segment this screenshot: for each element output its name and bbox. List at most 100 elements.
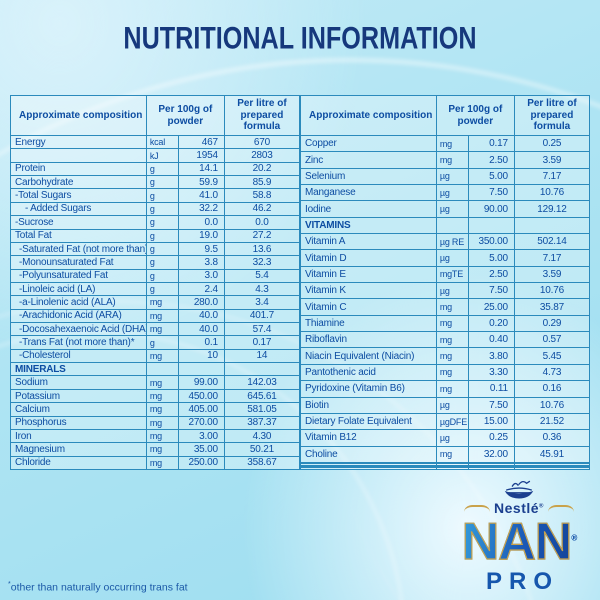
nutrient-unit: kJ xyxy=(145,148,179,163)
nutrient-name: Total Fat xyxy=(10,228,147,243)
footnote-text: other than naturally occurring trans fat xyxy=(10,581,188,593)
value-per-litre: 35.87 xyxy=(513,298,591,316)
nutrient-name: Copper xyxy=(300,134,437,153)
pro-wordmark: PRO xyxy=(485,568,559,595)
nutrient-name: Vitamin B12 xyxy=(300,429,437,447)
nutrient-name: -a-Linolenic acid (ALA) xyxy=(10,295,147,310)
col-header-composition: Approximate composition xyxy=(10,95,147,136)
nutrient-name: Vitamin C xyxy=(300,298,437,316)
value-per-litre: 85.9 xyxy=(223,175,301,190)
nutrient-unit: g xyxy=(145,175,179,190)
nutrient-name: Vitamin D xyxy=(300,249,437,267)
nutrient-unit: mg xyxy=(145,402,179,417)
table-row: kJ 1954 2803 xyxy=(10,148,301,163)
nutrient-unit: µg xyxy=(435,184,469,202)
nutrient-unit xyxy=(435,216,469,235)
table-row: -Arachidonic Acid (ARA) mg 40.0 401.7 xyxy=(10,308,301,324)
value-per-100g: 14.1 xyxy=(177,161,225,177)
table-row: -a-Linolenic acid (ALA) mg 280.0 3.4 xyxy=(10,295,301,310)
table-row: Calcium mg 405.00 581.05 xyxy=(10,402,301,417)
value-per-litre: 14 xyxy=(223,348,301,364)
table-row: -Docosahexaenoic Acid (DHA) mg 40.0 57.4 xyxy=(10,322,301,337)
nutrient-name: -Docosahexaenoic Acid (DHA) xyxy=(10,322,147,337)
value-per-100g: 2.4 xyxy=(177,281,225,297)
gold-line-right xyxy=(547,504,574,512)
nutrient-name: Chloride xyxy=(10,455,147,471)
nutrient-unit: mg xyxy=(145,428,179,444)
value-per-100g: 99.00 xyxy=(177,375,225,390)
registered-mark: ® xyxy=(571,533,577,543)
value-per-100g: 0.11 xyxy=(467,380,515,398)
value-per-litre: 0.0 xyxy=(223,215,301,230)
value-per-100g: 3.80 xyxy=(467,347,515,365)
nutrient-name: -Total Sugars xyxy=(10,188,147,203)
nutrient-unit: mg xyxy=(435,331,469,349)
table-row: Zinc mg 2.50 3.59 xyxy=(300,151,591,169)
value-per-litre: 0.36 xyxy=(513,429,591,447)
value-per-litre: 0.57 xyxy=(513,331,591,349)
nutrient-name: Selenium xyxy=(300,167,437,186)
table-row: MINERALS xyxy=(10,362,301,377)
nutrient-name: Choline xyxy=(300,445,437,463)
table-row: -Trans Fat (not more than)* g 0.1 0.17 xyxy=(10,335,301,350)
nutrient-unit: mg xyxy=(435,347,469,365)
value-per-100g: 25.00 xyxy=(467,298,515,316)
value-per-litre: 581.05 xyxy=(223,402,301,417)
nutrient-name: Vitamin E xyxy=(300,265,437,284)
value-per-100g: 90.00 xyxy=(467,200,515,218)
table-row: -Monounsaturated Fat g 3.8 32.3 xyxy=(10,255,301,270)
table-header-row: Approximate composition Per 100g of powde… xyxy=(10,95,301,136)
registered-mark: ® xyxy=(539,503,544,510)
nutrient-unit: mg xyxy=(145,322,179,337)
nutrient-unit: µg RE xyxy=(435,233,469,251)
nutrient-unit: mg xyxy=(145,388,179,404)
value-per-litre: 32.3 xyxy=(223,255,301,270)
table-row: VITAMINS xyxy=(300,216,591,235)
value-per-litre: 4.3 xyxy=(223,281,301,297)
value-per-100g: 5.00 xyxy=(467,167,515,186)
nutrient-name: -Saturated Fat (not more than) xyxy=(10,241,147,257)
table-row: -Saturated Fat (not more than) g 9.5 13.6 xyxy=(10,241,301,257)
value-per-100g: 32.2 xyxy=(177,201,225,217)
nutrient-name: Protein xyxy=(10,161,147,177)
value-per-litre: 13.6 xyxy=(223,241,301,257)
value-per-100g: 19.0 xyxy=(177,228,225,243)
nutrient-unit: µg xyxy=(435,200,469,218)
table-row: -Linoleic acid (LA) g 2.4 4.3 xyxy=(10,281,301,297)
nutrient-unit: mg xyxy=(145,308,179,324)
value-per-litre: 57.4 xyxy=(223,322,301,337)
nutrient-unit: kcal xyxy=(145,134,179,150)
nutrient-unit: mg xyxy=(145,295,179,310)
value-per-litre: 20.2 xyxy=(223,161,301,177)
nutrient-unit: g xyxy=(145,255,179,270)
value-per-100g: 35.00 xyxy=(177,442,225,457)
value-per-litre: 5.45 xyxy=(513,347,591,365)
value-per-litre xyxy=(513,216,591,235)
nutrient-name: Manganese xyxy=(300,184,437,202)
value-per-100g: 0.25 xyxy=(467,429,515,447)
nutrient-name: Iodine xyxy=(300,200,437,218)
nutrient-name: -Sucrose xyxy=(10,215,147,230)
nutrient-name xyxy=(10,148,147,163)
nutrient-unit: mg xyxy=(145,348,179,364)
nutrient-name: - Added Sugars xyxy=(10,201,147,217)
value-per-100g: 3.00 xyxy=(177,428,225,444)
value-per-litre: 0.29 xyxy=(513,314,591,333)
value-per-100g: 41.0 xyxy=(177,188,225,203)
nutrient-unit: µgDFE xyxy=(435,412,469,431)
nutrition-table-left: Approximate composition Per 100g of powde… xyxy=(10,95,301,471)
nutrient-name: Niacin Equivalent (Niacin) xyxy=(300,347,437,365)
value-per-100g: 59.9 xyxy=(177,175,225,190)
nutrition-table-right: Approximate composition Per 100g of powde… xyxy=(300,95,591,470)
value-per-100g xyxy=(467,467,515,470)
table-row: Pantothenic acid mg 3.30 4.73 xyxy=(300,363,591,382)
col-header-per-litre: Per litre of prepared formula xyxy=(513,95,591,136)
nutrient-unit: µg xyxy=(435,396,469,414)
value-per-litre: 0.17 xyxy=(223,335,301,350)
table-row: Potassium mg 450.00 645.61 xyxy=(10,388,301,404)
nutrient-unit: µg xyxy=(435,282,469,300)
value-per-litre: 2803 xyxy=(223,148,301,163)
nutrient-name: VITAMINS xyxy=(300,216,437,235)
